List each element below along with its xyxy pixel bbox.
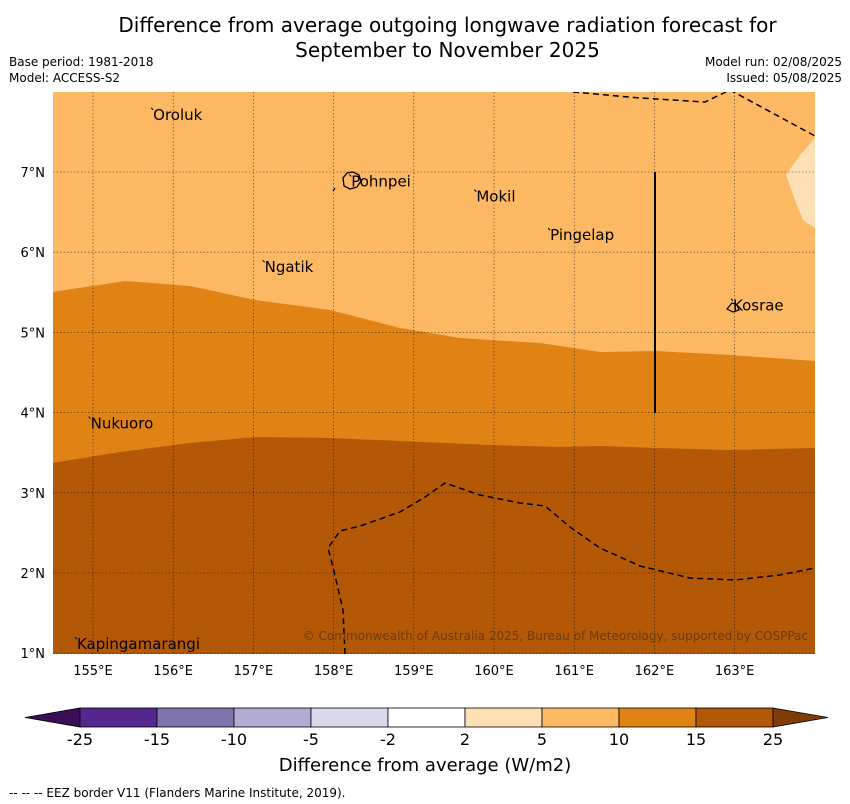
lat-tick-label: 2°N	[21, 567, 46, 582]
band-15-25	[53, 437, 815, 654]
lat-tick-label: 7°N	[21, 166, 46, 181]
meta-left: Base period: 1981-2018 Model: ACCESS-S2	[9, 54, 154, 86]
place-labels: Oroluk Pohnpei Mokil Pingelap Ngatik Kosrae Nu…	[74, 106, 784, 653]
lon-tick-label: 157°E	[234, 664, 274, 679]
colorbar-max-arrow	[772, 707, 829, 728]
colorbar-tick-label: -2	[380, 730, 396, 749]
base-period: Base period: 1981-2018	[9, 55, 154, 69]
copyright-notice: © Commonwealth of Australia 2025, Bureau…	[303, 629, 808, 643]
colorbar-bin	[618, 707, 697, 728]
issued-date: Issued: 05/08/2025	[726, 71, 842, 85]
island-mark	[262, 259, 265, 263]
colorbar-tick-label: -15	[143, 730, 171, 749]
lon-tick-label: 155°E	[73, 664, 113, 679]
island-mark	[547, 227, 551, 231]
colorbar	[24, 707, 829, 728]
axis-labels: 155°E 156°E 157°E 158°E 159°E 160°E 161°E 162°E…	[21, 166, 755, 679]
title-line-1: Difference from average outgoing longwav…	[118, 13, 777, 37]
place-label: Kosrae	[733, 297, 784, 315]
colorbar-min-arrow	[24, 707, 81, 728]
lon-tick-label: 162°E	[635, 664, 675, 679]
lon-tick-label: 163°E	[715, 664, 755, 679]
colorbar-tick-label: -10	[220, 730, 248, 749]
colorbar-tick-label: -25	[66, 730, 94, 749]
colorbar-tick-label: 5	[536, 730, 548, 749]
model-run: Model run: 02/08/2025	[704, 55, 842, 69]
colorbar-tick-label: 2	[459, 730, 471, 749]
lon-tick-label: 156°E	[153, 664, 193, 679]
colorbar-bin	[79, 707, 158, 728]
colorbar-bin	[541, 707, 620, 728]
colorbar-tick-label: 25	[762, 730, 784, 749]
place-label: Nukuoro	[91, 415, 154, 433]
colorbar-tick-label: -5	[303, 730, 319, 749]
title-line-2: September to November 2025	[295, 38, 600, 62]
island-mark	[348, 174, 352, 177]
lon-tick-label: 161°E	[554, 664, 594, 679]
colorbar-bin	[310, 707, 389, 728]
place-label: Mokil	[476, 188, 515, 206]
meta-right: Model run: 02/08/2025 Issued: 05/08/2025	[705, 54, 842, 86]
eez-border-top	[572, 92, 815, 137]
lat-tick-label: 3°N	[21, 487, 46, 502]
place-label: Pohnpei	[351, 172, 411, 190]
island-mark	[150, 107, 154, 111]
map-area: Oroluk Pohnpei Mokil Pingelap Ngatik Kosrae Nu…	[53, 92, 815, 654]
lon-tick-label: 160°E	[474, 664, 514, 679]
colorbar-bin	[464, 707, 543, 728]
colorbar-bin	[387, 707, 466, 728]
colorbar-tick-label: 15	[685, 730, 707, 749]
lat-tick-label: 6°N	[21, 246, 46, 261]
pohnpei-islet	[332, 187, 336, 192]
graticule	[53, 92, 815, 654]
island-mark	[74, 636, 78, 640]
island-mark	[88, 416, 91, 419]
eez-border-south	[327, 482, 815, 654]
lon-tick-label: 158°E	[314, 664, 354, 679]
colorbar-bin	[233, 707, 312, 728]
colorbar-bin	[695, 707, 774, 728]
colorbar-tick-label: 10	[608, 730, 630, 749]
model-name: Model: ACCESS-S2	[9, 71, 121, 85]
eez-footnote: -- -- -- EEZ border V11 (Flanders Marine…	[9, 786, 346, 800]
lat-tick-label: 5°N	[21, 326, 46, 341]
colorbar-bin	[156, 707, 235, 728]
map-title: Difference from average outgoing longwav…	[0, 13, 850, 63]
lat-tick-label: 4°N	[21, 407, 46, 422]
colorbar-title: Difference from average (W/m2)	[278, 755, 572, 776]
place-label: Pingelap	[550, 226, 614, 244]
island-mark	[474, 189, 477, 193]
pohnpei-island	[342, 171, 362, 190]
lat-tick-label: 1°N	[21, 647, 46, 662]
lon-tick-label: 159°E	[394, 664, 434, 679]
place-label: Kapingamarangi	[77, 635, 200, 653]
place-label: Oroluk	[153, 106, 202, 124]
place-label: Ngatik	[265, 258, 314, 276]
kosrae-island	[726, 302, 740, 313]
band-2-5	[786, 138, 815, 228]
island-mark	[730, 298, 734, 302]
